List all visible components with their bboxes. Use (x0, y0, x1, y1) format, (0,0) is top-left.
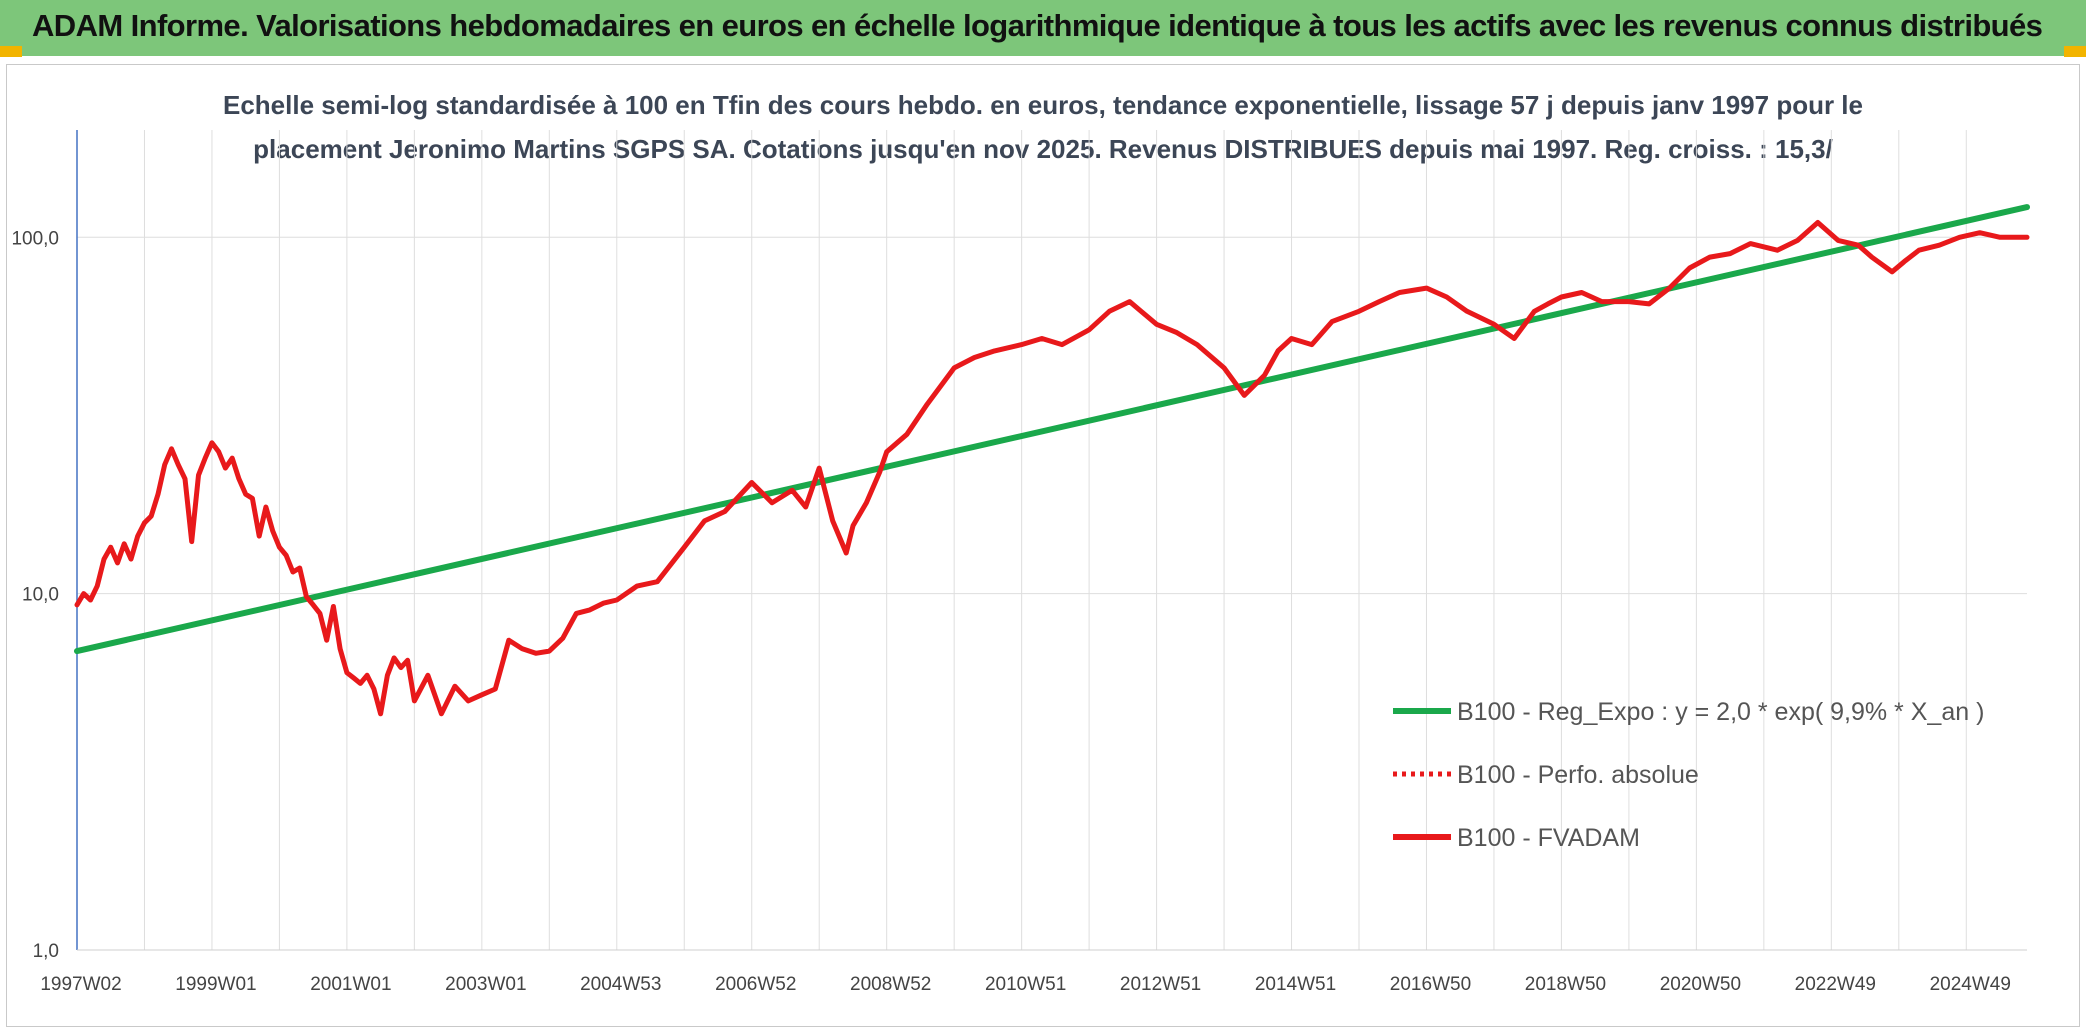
y-tick-label: 10,0 (22, 585, 59, 606)
x-tick-label: 2001W01 (310, 974, 391, 995)
x-tick-label: 2016W50 (1390, 974, 1471, 995)
series-line-0 (74, 204, 2030, 655)
corner-mark-left (0, 46, 22, 57)
x-tick-label: 2004W53 (580, 974, 661, 995)
chart-subtitle-line-2: placement Jeronimo Martins SGPS SA. Cota… (253, 134, 1833, 164)
x-tick-label: 1997W02 (40, 974, 121, 995)
series-line-2 (74, 220, 2030, 717)
title-banner: ADAM Informe. Valorisations hebdomadaire… (0, 0, 2086, 56)
x-tick-label: 2018W50 (1525, 974, 1606, 995)
x-tick-label: 2003W01 (445, 974, 526, 995)
report-title: ADAM Informe. Valorisations hebdomadaire… (32, 8, 2043, 43)
y-tick-label: 1,0 (33, 941, 59, 962)
x-tick-label: 2022W49 (1795, 974, 1876, 995)
x-tick-label: 2010W51 (985, 974, 1066, 995)
chart-subtitle-line-1: Echelle semi-log standardisée à 100 en T… (223, 90, 1863, 120)
legend-label-2: B100 - FVADAM (1457, 824, 1640, 852)
x-tick-label: 2020W50 (1660, 974, 1741, 995)
x-tick-label: 2014W51 (1255, 974, 1336, 995)
x-tick-label: 2006W52 (715, 974, 796, 995)
x-tick-label: 2012W51 (1120, 974, 1201, 995)
series-layer (74, 204, 2030, 717)
corner-mark-right (2064, 46, 2086, 57)
legend-label-1: B100 - Perfo. absolue (1457, 761, 1699, 789)
y-tick-label: 100,0 (11, 228, 59, 249)
x-tick-label: 2024W49 (1930, 974, 2011, 995)
axes: 1,0 10,0 100,0 1997W02 1999W01 2001W01 2003W01… (11, 130, 2027, 995)
legend: B100 - Reg_Expo : y = 2,0 * exp( 9,9% * … (1393, 698, 1984, 852)
x-tick-label: 1999W01 (175, 974, 256, 995)
chart-frame (6, 64, 2080, 1027)
legend-label-0: B100 - Reg_Expo : y = 2,0 * exp( 9,9% * … (1457, 698, 1984, 726)
x-tick-label: 2008W52 (850, 974, 931, 995)
